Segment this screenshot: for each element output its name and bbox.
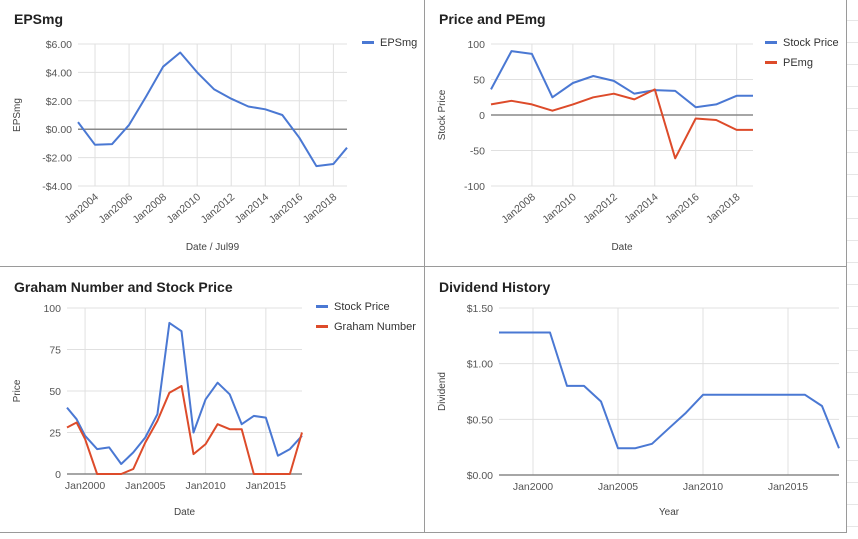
- legend-swatch: [765, 41, 777, 44]
- y-tick-label: -$2.00: [42, 153, 72, 165]
- legend-entry: Stock Price: [783, 37, 839, 49]
- legend-swatch: [316, 325, 328, 328]
- legend-swatch: [362, 41, 374, 44]
- y-tick-label: 0: [55, 469, 61, 481]
- chart-title: EPSmg: [14, 11, 63, 27]
- sheet-edge: [847, 0, 858, 539]
- x-tick-label: Jan2015: [246, 480, 286, 492]
- y-tick-label: $0.50: [467, 414, 493, 426]
- legend-entry: EPSmg: [380, 37, 417, 49]
- x-tick-label: Jan2014: [622, 191, 661, 226]
- legend-entry: PEmg: [783, 57, 813, 69]
- x-axis-label: Date: [611, 242, 633, 253]
- x-tick-label: Jan2004: [62, 191, 101, 226]
- x-tick-label: Jan2005: [598, 481, 638, 493]
- y-tick-label: 0: [479, 110, 485, 122]
- legend-entry: Graham Number: [334, 321, 416, 333]
- y-tick-label: 100: [43, 303, 61, 315]
- legend-swatch: [765, 61, 777, 64]
- x-axis-label: Date / Jul99: [186, 242, 240, 253]
- y-tick-label: 50: [473, 75, 485, 87]
- chart-title: Dividend History: [439, 279, 550, 295]
- x-tick-label: Jan2010: [165, 191, 204, 226]
- panel-epsmg: EPSmg $6.00 $4.00 $2.00 $0.00 -$2.00 -$4.00 Jan…: [0, 0, 425, 267]
- legend-entry: Stock Price: [334, 301, 390, 313]
- x-tick-label: Jan2012: [199, 191, 238, 226]
- x-tick-label: Jan2006: [96, 191, 135, 226]
- y-tick-label: -50: [470, 146, 485, 158]
- x-axis-label: Year: [659, 507, 680, 518]
- x-tick-label: Jan2000: [65, 480, 105, 492]
- x-tick-label: Jan2014: [233, 191, 272, 226]
- y-tick-label: $4.00: [46, 67, 72, 79]
- y-tick-label: 50: [49, 386, 61, 398]
- y-tick-label: $2.00: [46, 96, 72, 108]
- y-tick-label: -100: [464, 181, 485, 193]
- chart-graham: Graham Number and Stock Price1007550250J…: [12, 279, 416, 518]
- x-tick-label: Jan2015: [768, 481, 808, 493]
- x-tick-label: Jan2018: [301, 191, 340, 226]
- y-tick-label: $1.00: [467, 359, 493, 371]
- panel-dividend: Dividend History $1.50 $1.00 $0.50 $0.00 Jan2…: [425, 267, 847, 533]
- y-axis-label: Dividend: [437, 372, 448, 411]
- x-tick-label: Jan2005: [125, 480, 165, 492]
- y-axis-label: EPSmg: [12, 98, 23, 132]
- y-tick-label: $0.00: [46, 124, 72, 136]
- y-tick-label: $0.00: [467, 470, 493, 482]
- y-tick-label: -$4.00: [42, 181, 72, 193]
- panel-graham: Graham Number and Stock Price 100 75 50 25 0 J…: [0, 267, 425, 533]
- x-tick-label: Jan2000: [513, 481, 553, 493]
- series-line-stock-price: [66, 321, 303, 465]
- series-line-stock-price: [490, 50, 753, 109]
- y-tick-label: $6.00: [46, 39, 72, 51]
- chart-epsmg: EPSmg$6.00$4.00$2.00$0.00-$2.00-$4.00Jan…: [12, 11, 417, 253]
- x-tick-label: Jan2010: [185, 480, 225, 492]
- chart-title: Price and PEmg: [439, 11, 546, 27]
- y-tick-label: 100: [467, 39, 485, 51]
- legend-swatch: [316, 305, 328, 308]
- x-tick-label: Jan2016: [663, 191, 702, 226]
- y-axis-label: Price: [12, 379, 23, 402]
- x-tick-label: Jan2010: [540, 191, 579, 226]
- x-tick-label: Jan2016: [267, 191, 306, 226]
- x-tick-label: Jan2018: [704, 191, 743, 226]
- x-tick-label: Jan2012: [581, 191, 620, 226]
- y-tick-label: 75: [49, 345, 61, 357]
- x-axis-label: Date: [174, 507, 196, 518]
- y-axis-label: Stock Price: [437, 89, 448, 140]
- x-tick-label: Jan2008: [130, 191, 169, 226]
- series-line-dividend: [499, 331, 840, 450]
- series-line-pemg: [490, 88, 753, 160]
- panel-price-pemg: Price and PEmg 100 50 0 -50 -100 Jan2008 Jan201…: [425, 0, 847, 267]
- chart-title: Graham Number and Stock Price: [14, 279, 233, 295]
- y-tick-label: 25: [49, 428, 61, 440]
- x-tick-label: Jan2008: [499, 191, 538, 226]
- chart-dividend: Dividend History $1.50 $1.00 $0.50 $0.00 Jan2…: [437, 279, 840, 518]
- series-line-epsmg: [77, 51, 348, 168]
- series-line-graham-number: [66, 385, 303, 475]
- y-tick-label: $1.50: [467, 303, 493, 315]
- x-tick-label: Jan2010: [683, 481, 723, 493]
